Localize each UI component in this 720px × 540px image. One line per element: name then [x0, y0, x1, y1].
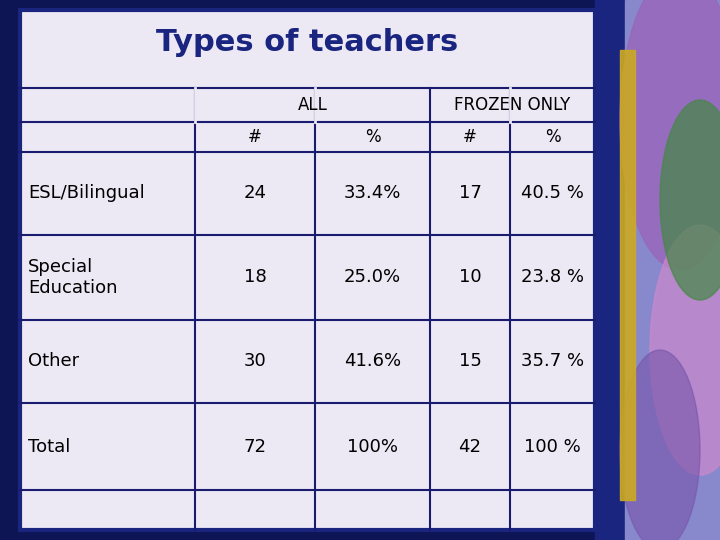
Bar — [620, 50, 635, 500]
Text: ESL/Bilingual: ESL/Bilingual — [28, 185, 145, 202]
Text: #: # — [248, 128, 262, 146]
Text: 41.6%: 41.6% — [344, 353, 401, 370]
Text: 42: 42 — [459, 437, 482, 456]
Ellipse shape — [620, 350, 700, 540]
Text: Other: Other — [28, 353, 79, 370]
Text: Types of teachers: Types of teachers — [156, 28, 459, 57]
Text: 40.5 %: 40.5 % — [521, 185, 584, 202]
Text: #: # — [463, 128, 477, 146]
Bar — [625, 0, 720, 540]
Text: 72: 72 — [243, 437, 266, 456]
Bar — [20, 10, 595, 530]
Ellipse shape — [660, 100, 720, 300]
Text: 23.8 %: 23.8 % — [521, 268, 584, 287]
Text: Special
Education: Special Education — [28, 258, 117, 297]
Text: 17: 17 — [459, 185, 482, 202]
Text: 24: 24 — [243, 185, 266, 202]
Bar — [595, 0, 625, 540]
Text: 30: 30 — [243, 353, 266, 370]
Text: 18: 18 — [243, 268, 266, 287]
Text: %: % — [545, 128, 560, 146]
Text: 33.4%: 33.4% — [344, 185, 401, 202]
Text: ALL: ALL — [297, 96, 328, 114]
Text: 100 %: 100 % — [524, 437, 581, 456]
Text: 100%: 100% — [347, 437, 398, 456]
Ellipse shape — [620, 0, 720, 270]
Text: 35.7 %: 35.7 % — [521, 353, 584, 370]
Text: 10: 10 — [459, 268, 481, 287]
Text: FROZEN ONLY: FROZEN ONLY — [454, 96, 571, 114]
Text: 25.0%: 25.0% — [344, 268, 401, 287]
Text: %: % — [365, 128, 380, 146]
Ellipse shape — [650, 225, 720, 475]
Text: Total: Total — [28, 437, 71, 456]
Text: 15: 15 — [459, 353, 482, 370]
